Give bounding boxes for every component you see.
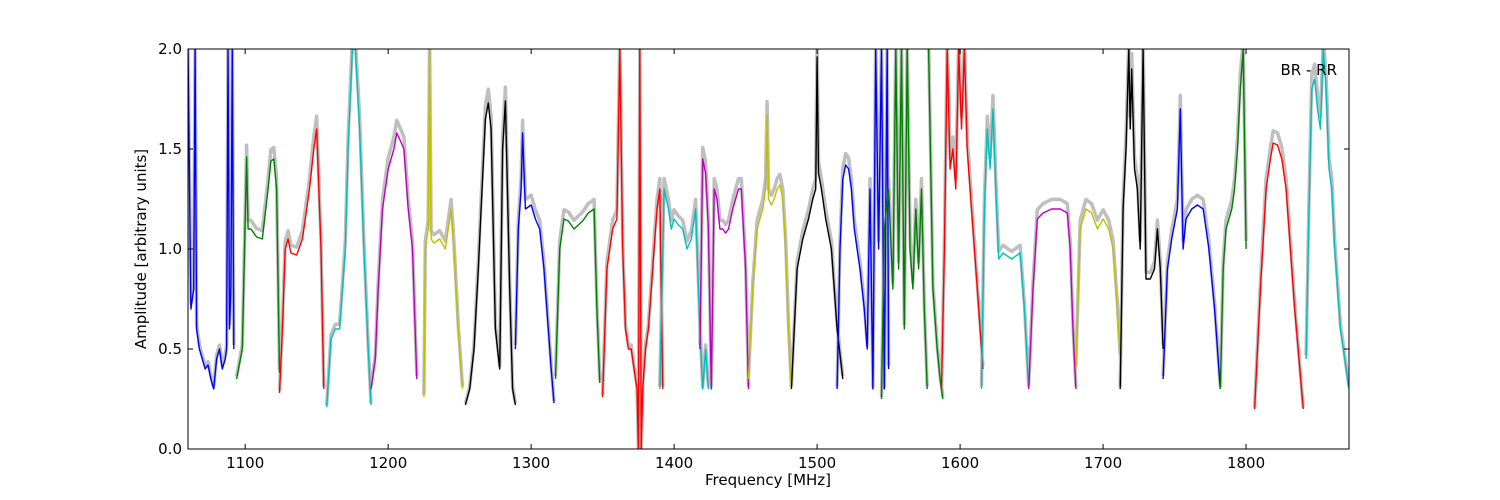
series-line-3 (326, 49, 372, 408)
x-tick-label: 1200 (369, 454, 407, 472)
x-tick-label: 1400 (655, 454, 693, 472)
series-line-6 (464, 100, 517, 406)
series-line-8 (554, 208, 601, 384)
y-tick-label: 1.5 (158, 140, 182, 158)
plot-area: 1100 1200 1300 1400 1500 1600 1700 1800 0.0 0.5 1.… (158, 40, 1350, 472)
background-trace-4 (369, 118, 419, 387)
series-line-12 (747, 114, 793, 390)
x-tick-label: 1700 (1084, 454, 1122, 472)
y-tick-label: 1.0 (158, 240, 182, 258)
series-line-20 (1075, 208, 1121, 370)
x-tick-label: 1100 (226, 454, 264, 472)
y-tick-label: 2.0 (158, 40, 182, 58)
series-line-23 (1219, 49, 1247, 390)
series-line-19 (1028, 208, 1077, 390)
series-line-25 (1305, 49, 1349, 390)
series-line-9 (601, 49, 664, 449)
x-tick-label: 1300 (512, 454, 550, 472)
background-trace-9 (600, 49, 665, 449)
series-line-14 (836, 49, 890, 390)
x-tick-label: 1500 (798, 454, 836, 472)
x-axis-label: Frequency [MHz] (705, 471, 831, 489)
x-tick-label: 1800 (1227, 454, 1265, 472)
series-line-21 (1119, 49, 1164, 390)
series-line-11 (699, 158, 750, 390)
series-line-24 (1253, 142, 1304, 410)
series-line-7 (514, 132, 555, 404)
series-line-1 (235, 156, 281, 380)
series-line-18 (980, 108, 1030, 390)
series-group (188, 49, 1349, 449)
series-line-13 (790, 56, 844, 390)
series-line-15 (880, 49, 928, 400)
series-line-17 (940, 49, 984, 390)
x-tick-label: 1600 (941, 454, 979, 472)
background-trace-3 (324, 49, 373, 406)
background-trace-25 (1304, 49, 1349, 387)
background-trace-2 (277, 114, 326, 391)
series-line-22 (1162, 108, 1221, 390)
series-line-4 (370, 132, 418, 390)
chart-annotation: BR - RR (1280, 61, 1337, 79)
background-trace-21 (1118, 49, 1165, 387)
series-line-10 (659, 188, 710, 390)
background-trace-13 (789, 49, 845, 387)
series-line-5 (423, 49, 464, 398)
background-trace-20 (1074, 197, 1122, 366)
y-axis-label: Amplitude [arbitrary units] (132, 149, 150, 349)
y-tick-label: 0.5 (158, 340, 182, 358)
y-tick-label: 0.0 (158, 440, 182, 458)
series-line-2 (278, 128, 325, 394)
series-line-0 (188, 49, 235, 390)
background-trace-22 (1161, 93, 1223, 387)
background-trace-23 (1218, 49, 1248, 387)
